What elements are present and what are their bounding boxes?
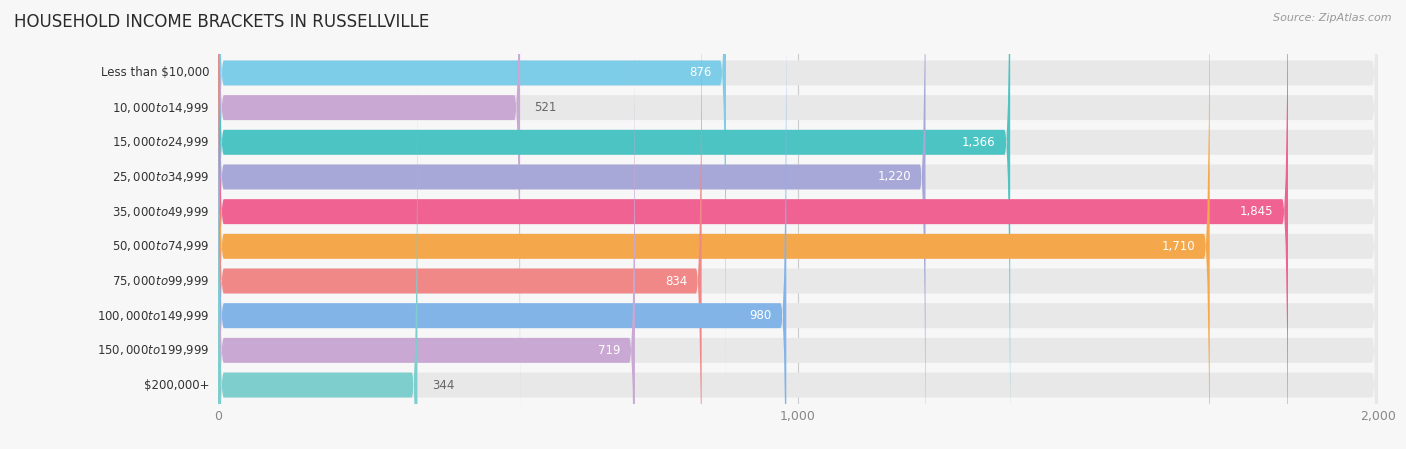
Text: $100,000 to $149,999: $100,000 to $149,999	[97, 308, 209, 323]
FancyBboxPatch shape	[218, 0, 1010, 449]
Text: 1,366: 1,366	[962, 136, 995, 149]
Text: 1,710: 1,710	[1161, 240, 1195, 253]
FancyBboxPatch shape	[218, 51, 1378, 449]
FancyBboxPatch shape	[218, 0, 1378, 449]
FancyBboxPatch shape	[218, 16, 636, 449]
FancyBboxPatch shape	[218, 0, 786, 449]
Text: 344: 344	[432, 379, 454, 392]
FancyBboxPatch shape	[218, 16, 1378, 449]
Text: 1,845: 1,845	[1240, 205, 1274, 218]
Text: $10,000 to $14,999: $10,000 to $14,999	[111, 101, 209, 114]
Text: $200,000+: $200,000+	[143, 379, 209, 392]
Text: HOUSEHOLD INCOME BRACKETS IN RUSSELLVILLE: HOUSEHOLD INCOME BRACKETS IN RUSSELLVILL…	[14, 13, 429, 31]
FancyBboxPatch shape	[218, 0, 1378, 449]
Text: $75,000 to $99,999: $75,000 to $99,999	[111, 274, 209, 288]
FancyBboxPatch shape	[218, 0, 1288, 449]
FancyBboxPatch shape	[218, 0, 1378, 442]
FancyBboxPatch shape	[218, 0, 702, 449]
FancyBboxPatch shape	[218, 0, 725, 407]
Text: $35,000 to $49,999: $35,000 to $49,999	[111, 205, 209, 219]
FancyBboxPatch shape	[218, 0, 1378, 449]
FancyBboxPatch shape	[218, 0, 925, 449]
Text: 876: 876	[689, 66, 711, 79]
Text: $15,000 to $24,999: $15,000 to $24,999	[111, 135, 209, 150]
Text: 980: 980	[749, 309, 772, 322]
FancyBboxPatch shape	[218, 51, 418, 449]
Text: 719: 719	[598, 344, 620, 357]
Text: 1,220: 1,220	[877, 171, 911, 184]
Text: $50,000 to $74,999: $50,000 to $74,999	[111, 239, 209, 253]
Text: Source: ZipAtlas.com: Source: ZipAtlas.com	[1274, 13, 1392, 23]
Text: $150,000 to $199,999: $150,000 to $199,999	[97, 343, 209, 357]
FancyBboxPatch shape	[218, 0, 520, 442]
FancyBboxPatch shape	[218, 0, 1209, 449]
FancyBboxPatch shape	[218, 0, 1378, 449]
Text: 834: 834	[665, 274, 688, 287]
Text: $25,000 to $34,999: $25,000 to $34,999	[111, 170, 209, 184]
Text: Less than $10,000: Less than $10,000	[101, 66, 209, 79]
FancyBboxPatch shape	[218, 0, 1378, 407]
FancyBboxPatch shape	[218, 0, 1378, 449]
Text: 521: 521	[534, 101, 557, 114]
FancyBboxPatch shape	[218, 0, 1378, 449]
